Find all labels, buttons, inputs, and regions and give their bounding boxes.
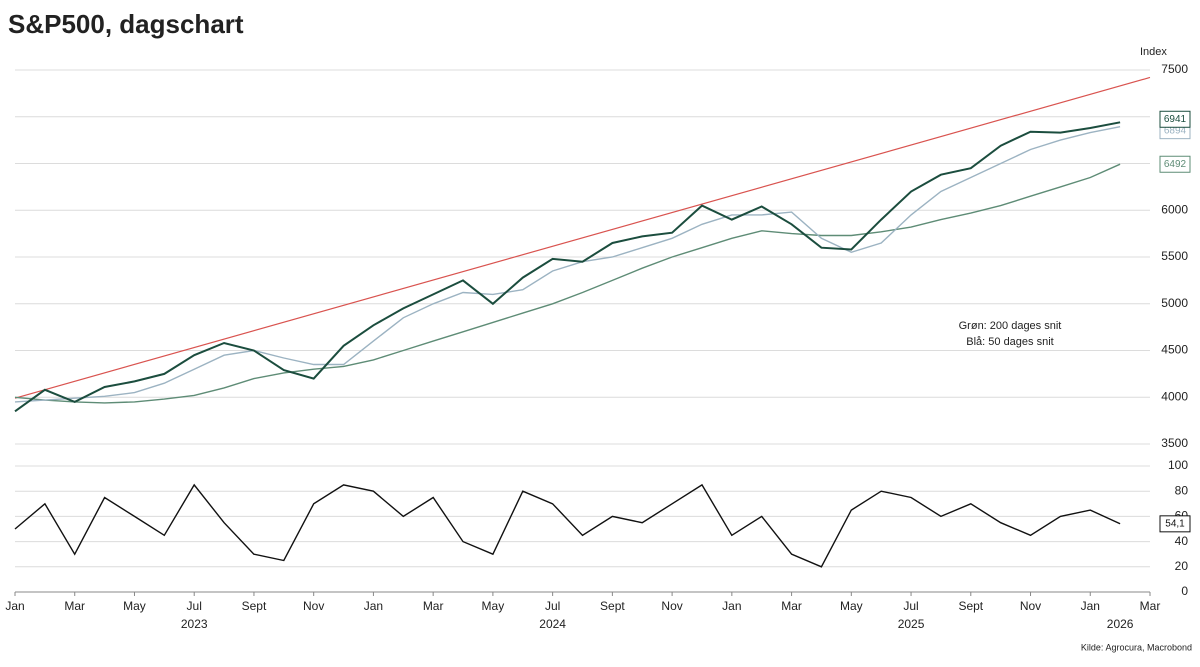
- y-tick-label: 20: [1175, 559, 1189, 573]
- year-label: 2025: [898, 617, 925, 631]
- y-tick-label: 100: [1168, 458, 1188, 472]
- x-tick-label: Nov: [661, 599, 682, 613]
- x-tick-label: Jul: [545, 599, 560, 613]
- trend-line: [14, 76, 1151, 399]
- y-tick-label: 5000: [1161, 296, 1188, 310]
- y-tick-label: 80: [1175, 483, 1189, 497]
- year-label: 2024: [539, 617, 566, 631]
- year-label: 2023: [181, 617, 208, 631]
- y-tick-label: 3500: [1161, 436, 1188, 450]
- value-label: 54,1: [1165, 518, 1185, 529]
- value-label-box: [1159, 155, 1191, 173]
- y-tick-label: 6000: [1161, 202, 1188, 216]
- x-tick-label: Nov: [1020, 599, 1041, 613]
- value-label: 6492: [1164, 159, 1187, 170]
- legend-50: Blå: 50 dages snit: [966, 336, 1053, 348]
- x-tick-label: Sept: [958, 599, 983, 613]
- x-tick-label: May: [840, 599, 863, 613]
- value-label: 6894: [1164, 125, 1187, 136]
- y-tick-label: 4000: [1161, 389, 1188, 403]
- series-line: [14, 121, 1121, 413]
- x-tick-label: Jan: [364, 599, 383, 613]
- x-tick-label: Nov: [303, 599, 324, 613]
- legend-200: Grøn: 200 dages snit: [959, 320, 1062, 332]
- x-tick-label: Mar: [1140, 599, 1161, 613]
- y-tick-label: 7500: [1161, 62, 1188, 76]
- y-tick-label: 5500: [1161, 249, 1188, 263]
- y-tick-label: 40: [1175, 534, 1189, 548]
- value-label-box: [1159, 515, 1191, 533]
- value-label: 6941: [1164, 114, 1187, 125]
- x-tick-label: Mar: [423, 599, 444, 613]
- y-axis-label: Index: [1140, 46, 1167, 58]
- y-tick-label: 0: [1181, 584, 1188, 598]
- x-tick-label: May: [123, 599, 146, 613]
- chart-title: S&P500, dagschart: [8, 9, 244, 39]
- series-line: [14, 126, 1121, 403]
- value-label-box: [1159, 110, 1191, 128]
- x-tick-label: Jan: [5, 599, 24, 613]
- x-tick-label: Jan: [1081, 599, 1100, 613]
- x-tick-label: May: [482, 599, 505, 613]
- x-tick-label: Jul: [903, 599, 918, 613]
- x-tick-label: Jan: [722, 599, 741, 613]
- x-tick-label: Mar: [781, 599, 802, 613]
- x-tick-label: Sept: [242, 599, 267, 613]
- x-tick-label: Jul: [187, 599, 202, 613]
- year-label: 2026: [1107, 617, 1134, 631]
- x-tick-label: Sept: [600, 599, 625, 613]
- series-line: [14, 163, 1121, 404]
- x-tick-label: Mar: [64, 599, 85, 613]
- y-tick-label: 4500: [1161, 343, 1188, 357]
- source: Kilde: Agrocura, Macrobond: [1081, 642, 1192, 652]
- series-line: [14, 483, 1121, 568]
